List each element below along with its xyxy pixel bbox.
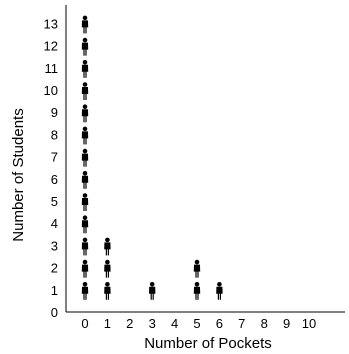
person-icon [81, 15, 89, 34]
person-icon [149, 282, 156, 300]
person-icon [81, 82, 89, 100]
person-icon [81, 259, 89, 278]
y-tick-label: 5 [51, 194, 58, 209]
y-tick-label: 1 [51, 283, 58, 298]
x-tick-label: 7 [238, 316, 245, 331]
y-tick-label: 10 [44, 83, 58, 98]
x-tick-label: 1 [104, 316, 111, 331]
x-tick-label: 3 [149, 316, 156, 331]
x-tick-labels: 0 1 2 3 4 5 6 7 8 9 10 [81, 316, 316, 331]
y-tick-label: 13 [44, 16, 58, 31]
person-icon [81, 193, 89, 211]
x-tick-label: 0 [81, 316, 88, 331]
y-tick-label: 0 [51, 305, 58, 320]
x-tick-label: 8 [261, 316, 268, 331]
chart-axes [65, 5, 345, 313]
person-icon [81, 104, 89, 123]
x-tick-label: 5 [193, 316, 200, 331]
x-tick-label: 10 [302, 316, 316, 331]
person-icon [81, 126, 89, 145]
person-icon [193, 282, 201, 300]
y-axis-label: Number of Students [10, 108, 27, 241]
y-tick-label: 3 [51, 238, 58, 253]
data-marks [81, 15, 223, 300]
x-axis-label: Number of Pockets [144, 335, 272, 352]
y-tick-label: 11 [45, 61, 59, 76]
y-tick-label: 9 [51, 105, 58, 120]
person-icon [193, 259, 201, 278]
y-tick-label: 4 [51, 216, 58, 231]
person-icon [81, 37, 89, 56]
person-icon [104, 259, 111, 278]
person-icon [81, 60, 89, 78]
person-icon [81, 215, 89, 234]
x-tick-label: 2 [126, 316, 133, 331]
person-icon [81, 171, 89, 189]
y-tick-label: 6 [51, 172, 58, 187]
x-tick-label: 4 [171, 316, 178, 331]
x-tick-label: 6 [216, 316, 223, 331]
person-icon [104, 282, 111, 300]
person-icon [216, 282, 223, 300]
x-tick-label: 9 [283, 316, 290, 331]
person-icon [81, 148, 89, 167]
person-icon [81, 282, 89, 300]
y-tick-label: 8 [51, 127, 58, 142]
person-icon [81, 237, 89, 256]
y-tick-label: 12 [44, 39, 58, 54]
y-tick-label: 7 [51, 150, 58, 165]
person-icon [104, 237, 111, 256]
y-tick-label: 2 [51, 261, 58, 276]
